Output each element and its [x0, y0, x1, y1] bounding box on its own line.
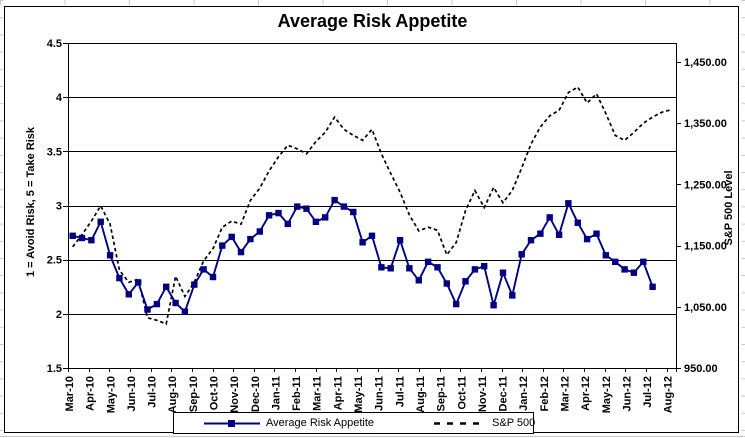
svg-text:Jun-10: Jun-10	[126, 376, 138, 411]
legend: Average Risk Appetite S&P 500	[173, 412, 535, 434]
svg-text:2: 2	[56, 309, 62, 321]
legend-solid-line-sample	[204, 419, 260, 427]
svg-text:Apr-10: Apr-10	[85, 376, 97, 411]
left-axis-title: 1 = Avoid Risk, 5 = Take Risk	[25, 127, 37, 277]
svg-text:Jan-12: Jan-12	[518, 376, 530, 411]
svg-text:Oct-10: Oct-10	[209, 376, 221, 410]
left-axis-tick-labels: 4.5 4 3.5 3 2.5 2 1.5	[47, 38, 63, 375]
chart-border	[4, 6, 739, 433]
svg-text:Nov-10: Nov-10	[229, 376, 241, 413]
svg-text:1,350.00: 1,350.00	[684, 118, 727, 130]
svg-text:Feb-12: Feb-12	[539, 376, 551, 411]
legend-label-risk: Average Risk Appetite	[266, 417, 375, 429]
svg-text:Mar-10: Mar-10	[64, 376, 76, 411]
svg-text:4: 4	[56, 92, 63, 104]
svg-text:3: 3	[56, 201, 62, 213]
svg-text:Aug-10: Aug-10	[167, 376, 179, 413]
svg-text:Jan-11: Jan-11	[270, 376, 282, 410]
right-axis-tick-labels: 1,450.00 1,350.00 1,250.00 1,150.00 1,050.00…	[684, 57, 727, 375]
svg-text:Jul-12: Jul-12	[642, 376, 654, 408]
svg-text:Oct-11: Oct-11	[456, 376, 468, 410]
gridlines	[68, 43, 677, 372]
legend-label-sp500: S&P 500	[492, 417, 536, 429]
svg-text:Apr-12: Apr-12	[580, 376, 592, 411]
svg-text:Aug-12: Aug-12	[663, 376, 675, 413]
axis-ticks	[63, 43, 681, 372]
svg-text:Jun-12: Jun-12	[621, 376, 633, 411]
svg-text:Jul-11: Jul-11	[394, 376, 406, 407]
svg-text:Aug-11: Aug-11	[415, 376, 427, 413]
svg-text:May-11: May-11	[353, 376, 365, 413]
svg-text:950.00: 950.00	[684, 363, 718, 375]
svg-text:Apr-11: Apr-11	[332, 376, 344, 410]
svg-text:1.5: 1.5	[47, 363, 62, 375]
svg-text:1,050.00: 1,050.00	[684, 302, 727, 314]
svg-text:Sep-10: Sep-10	[188, 376, 200, 412]
svg-text:2.5: 2.5	[47, 255, 62, 267]
svg-text:1,250.00: 1,250.00	[684, 179, 727, 191]
svg-text:4.5: 4.5	[47, 38, 62, 50]
svg-text:Dec-10: Dec-10	[250, 376, 262, 412]
svg-text:May-12: May-12	[601, 376, 613, 413]
svg-text:Sep-11: Sep-11	[436, 376, 448, 411]
svg-text:Jul-10: Jul-10	[147, 376, 159, 408]
svg-text:1,450.00: 1,450.00	[684, 57, 727, 69]
svg-text:Feb-11: Feb-11	[291, 376, 303, 411]
legend-item-average-risk-appetite: Average Risk Appetite	[204, 417, 374, 429]
legend-item-sp500: S&P 500	[434, 417, 535, 429]
svg-text:3.5: 3.5	[47, 146, 62, 158]
svg-text:Mar-12: Mar-12	[559, 376, 571, 411]
sp500-series-line	[72, 85, 672, 326]
chart-title: Average Risk Appetite	[277, 11, 468, 31]
svg-text:Jun-11: Jun-11	[374, 376, 386, 411]
x-axis-month-labels: Mar-10 Apr-10 May-10 Jun-10 Jul-10 Aug-10 Sep-…	[64, 376, 675, 413]
svg-text:1,150.00: 1,150.00	[684, 241, 727, 253]
svg-text:Nov-11: Nov-11	[477, 376, 489, 412]
risk-appetite-markers	[69, 196, 656, 315]
svg-text:Mar-11: Mar-11	[312, 376, 324, 411]
right-axis-title: S&P 500 Level	[723, 170, 735, 246]
svg-text:Dec-11: Dec-11	[498, 376, 510, 411]
legend-dashed-line-sample	[434, 421, 487, 425]
svg-text:May-10: May-10	[105, 376, 117, 413]
